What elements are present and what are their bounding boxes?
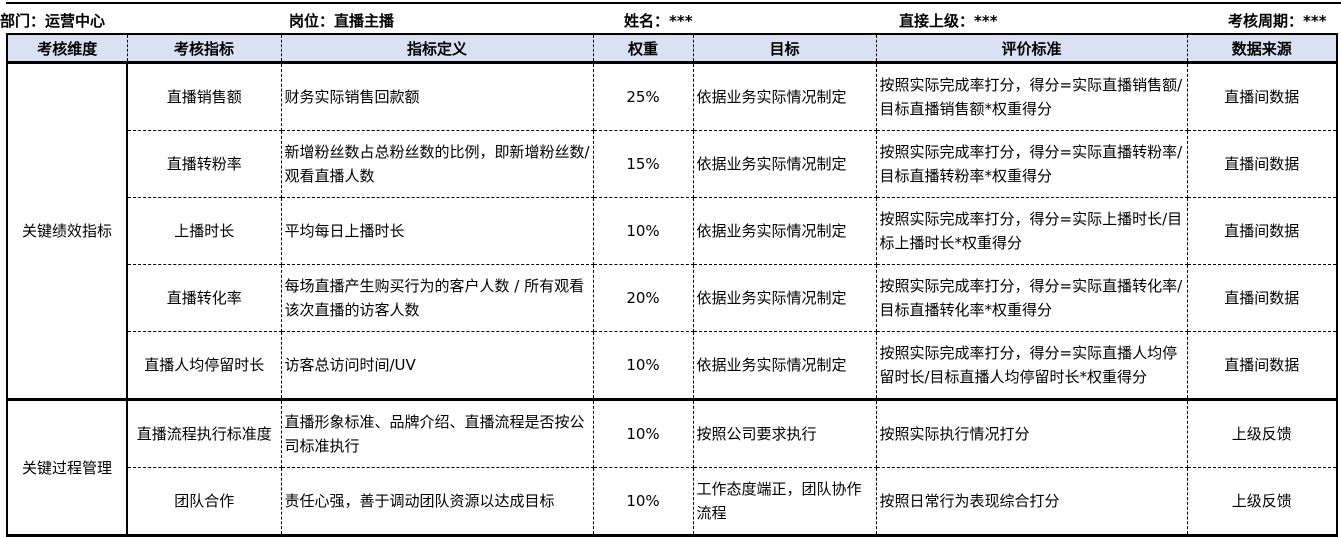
source-cell: 上级反馈 [1187, 399, 1338, 468]
weight-cell: 10% [593, 331, 694, 401]
criteria-cell: 按照实际完成率打分，得分=实际上播时长/目标上播时长*权重得分 [876, 197, 1188, 265]
source-cell: 上级反馈 [1187, 467, 1338, 537]
definition-cell: 访客总访问时间/UV [281, 331, 594, 401]
target-cell: 依据业务实际情况制定 [693, 264, 877, 332]
dimension-cell: 关键绩效指标 [6, 62, 128, 401]
header-indicator: 考核指标 [127, 33, 282, 64]
kpi-table: 考核维度 考核指标 指标定义 权重 目标 评价标准 数据来源 关键绩效指标 直播… [6, 33, 1338, 537]
definition-cell: 新增粉丝数占总粉丝数的比例，即新增粉丝数/观看直播人数 [281, 130, 594, 198]
header-weight: 权重 [593, 33, 694, 64]
criteria-cell: 按照实际完成率打分，得分=实际直播销售额/目标直播销售额*权重得分 [876, 62, 1188, 131]
source-cell: 直播间数据 [1187, 62, 1338, 131]
department-label: 部门：运营中心 [0, 12, 106, 30]
header-criteria: 评价标准 [876, 33, 1188, 64]
source-cell: 直播间数据 [1187, 331, 1338, 401]
target-cell: 依据业务实际情况制定 [693, 331, 877, 401]
weight-cell: 10% [593, 467, 694, 537]
table-row: 关键过程管理 直播流程执行标准度 直播形象标准、品牌介绍、直播流程是否按公司标准… [6, 399, 1338, 537]
table-row: 上播时长 平均每日上播时长 10% 依据业务实际情况制定 按照实际完成率打分，得… [7, 197, 1338, 265]
target-cell: 依据业务实际情况制定 [693, 197, 877, 265]
indicator-cell: 团队合作 [127, 467, 282, 537]
name-label: 姓名：*** [624, 12, 693, 30]
dimension-cell: 关键过程管理 [6, 399, 128, 537]
weight-cell: 15% [593, 130, 694, 198]
target-cell: 工作态度端正，团队协作流程 [693, 467, 877, 537]
indicator-cell: 直播销售额 [127, 62, 282, 131]
weight-cell: 25% [593, 62, 694, 131]
period-label: 考核周期：*** [1228, 12, 1327, 30]
table-row: 直播人均停留时长 访客总访问时间/UV 10% 依据业务实际情况制定 按照实际完… [7, 331, 1338, 401]
definition-cell: 财务实际销售回款额 [281, 62, 594, 131]
indicator-cell: 直播转化率 [127, 264, 282, 332]
definition-cell: 每场直播产生购买行为的客户人数 / 所有观看该次直播的访客人数 [281, 264, 594, 332]
table-row: 直播转粉率 新增粉丝数占总粉丝数的比例，即新增粉丝数/观看直播人数 15% 依据… [7, 130, 1338, 198]
indicator-cell: 直播人均停留时长 [127, 331, 282, 401]
definition-cell: 平均每日上播时长 [281, 197, 594, 265]
source-cell: 直播间数据 [1187, 264, 1338, 332]
info-row: 部门：运营中心 岗位：直播主播 姓名：*** 直接上级：*** 考核周期：*** [0, 2, 1341, 35]
target-cell: 依据业务实际情况制定 [693, 130, 877, 198]
criteria-cell: 按照日常行为表现综合打分 [876, 467, 1188, 537]
header-row: 考核维度 考核指标 指标定义 权重 目标 评价标准 数据来源 [6, 33, 1338, 64]
indicator-cell: 直播转粉率 [127, 130, 282, 198]
supervisor-label: 直接上级：*** [899, 12, 998, 30]
header-definition: 指标定义 [281, 33, 594, 64]
definition-cell: 直播形象标准、品牌介绍、直播流程是否按公司标准执行 [281, 399, 594, 468]
criteria-cell: 按照实际完成率打分，得分=实际直播转粉率/目标直播转粉率*权重得分 [876, 130, 1188, 198]
table-row: 关键绩效指标 直播销售额 财务实际销售回款额 25% 依据业务实际情况制定 按照… [6, 62, 1338, 401]
indicator-cell: 上播时长 [127, 197, 282, 265]
source-cell: 直播间数据 [1187, 197, 1338, 265]
target-cell: 按照公司要求执行 [693, 399, 877, 468]
criteria-cell: 按照实际完成率打分，得分=实际直播人均停留时长/目标直播人均停留时长*权重得分 [876, 331, 1188, 401]
header-target: 目标 [693, 33, 877, 64]
source-cell: 直播间数据 [1187, 130, 1338, 198]
weight-cell: 20% [593, 264, 694, 332]
criteria-cell: 按照实际完成率打分，得分=实际直播转化率/目标直播转化率*权重得分 [876, 264, 1188, 332]
criteria-cell: 按照实际执行情况打分 [876, 399, 1188, 468]
header-source: 数据来源 [1187, 33, 1338, 64]
criteria-text: 按照实际完成率打分，得分=实际直播人均停留时长/目标直播人均停留时长*权重得分 [879, 344, 1178, 386]
target-cell: 依据业务实际情况制定 [693, 62, 877, 131]
table-row: 团队合作 责任心强，善于调动团队资源以达成目标 10% 工作态度端正，团队协作流… [7, 467, 1338, 537]
table-row: 直播转化率 每场直播产生购买行为的客户人数 / 所有观看该次直播的访客人数 20… [7, 264, 1338, 332]
header-dimension: 考核维度 [6, 33, 128, 64]
indicator-cell: 直播流程执行标准度 [127, 399, 282, 468]
position-label: 岗位：直播主播 [289, 12, 395, 30]
weight-cell: 10% [593, 197, 694, 265]
weight-cell: 10% [593, 399, 694, 468]
definition-cell: 责任心强，善于调动团队资源以达成目标 [281, 467, 594, 537]
